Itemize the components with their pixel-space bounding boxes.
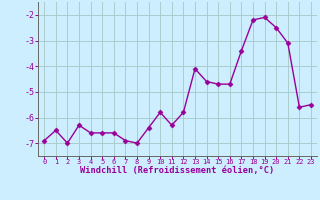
X-axis label: Windchill (Refroidissement éolien,°C): Windchill (Refroidissement éolien,°C) [80,166,275,175]
